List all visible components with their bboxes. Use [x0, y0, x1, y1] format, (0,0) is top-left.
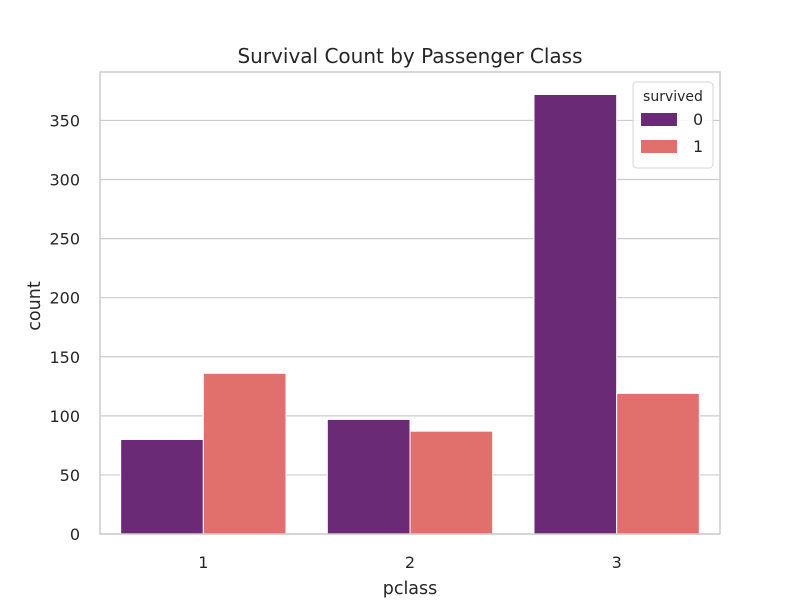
axes: [99, 71, 721, 535]
bar-3-survived-1: [616, 392, 700, 535]
x-axis-label: pclass: [383, 579, 438, 599]
x-tick-label: 3: [612, 553, 622, 572]
legend: survived 0 1: [632, 81, 714, 169]
y-axis-label: count: [25, 281, 45, 331]
bar-3-survived-0: [533, 93, 618, 535]
x-tick-labels: 1 2 3: [198, 553, 622, 572]
y-tick-label: 200: [49, 289, 80, 308]
x-tick-label: 2: [405, 553, 415, 572]
y-tick-labels: 0 50 100 150 200 250 300 350: [49, 111, 80, 544]
y-tick-label: 150: [49, 348, 80, 367]
y-tick-label: 100: [49, 407, 80, 426]
legend-label: 0: [693, 110, 703, 129]
bar-2-survived-1: [409, 430, 494, 535]
legend-title: survived: [643, 89, 703, 105]
legend-swatch-1: [641, 140, 677, 153]
legend-label: 1: [693, 137, 703, 156]
plot-frame: [99, 71, 721, 535]
y-tick-label: 0: [70, 525, 80, 544]
bar-1-survived-1: [202, 372, 287, 535]
bars: [120, 93, 700, 535]
y-tick-label: 250: [49, 230, 80, 249]
chart-title: Survival Count by Passenger Class: [237, 44, 582, 68]
x-tick-label: 1: [198, 553, 208, 572]
y-tick-label: 350: [49, 111, 80, 130]
y-tick-label: 300: [49, 171, 80, 190]
bar-1-survived-0: [120, 438, 204, 535]
bar-2-survived-0: [326, 418, 411, 535]
y-tick-label: 50: [60, 466, 80, 485]
legend-swatch-0: [641, 113, 677, 126]
